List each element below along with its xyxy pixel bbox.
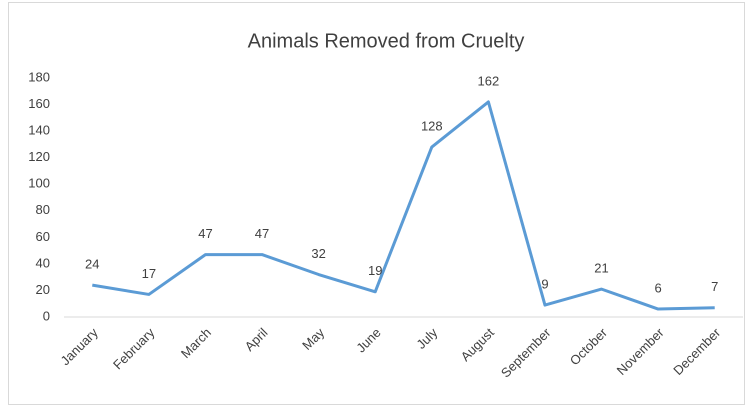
y-tick-label: 160 xyxy=(28,96,50,111)
data-label: 7 xyxy=(711,279,718,294)
data-label: 32 xyxy=(311,246,325,261)
data-label: 6 xyxy=(655,280,662,295)
y-tick-label: 0 xyxy=(43,308,50,323)
chart-border xyxy=(8,2,745,405)
data-label: 47 xyxy=(198,226,212,241)
data-label: 19 xyxy=(368,263,382,278)
data-label: 17 xyxy=(142,266,156,281)
data-label: 128 xyxy=(421,118,443,133)
line xyxy=(92,100,715,311)
data-label: 162 xyxy=(478,73,500,88)
y-tick-label: 100 xyxy=(28,176,50,191)
y-tick-label: 120 xyxy=(28,149,50,164)
data-label: 9 xyxy=(541,276,548,291)
chart-title: Animals Removed from Cruelty xyxy=(248,30,525,52)
y-tick-label: 60 xyxy=(36,229,50,244)
y-tick-label: 140 xyxy=(28,123,50,138)
y-tick-label: 40 xyxy=(36,255,50,270)
y-tick-label: 80 xyxy=(36,202,50,217)
data-label: 24 xyxy=(85,257,99,272)
data-label: 47 xyxy=(255,226,269,241)
y-tick-label: 180 xyxy=(28,69,50,84)
data-label: 21 xyxy=(594,261,608,276)
y-tick-label: 20 xyxy=(36,282,50,297)
